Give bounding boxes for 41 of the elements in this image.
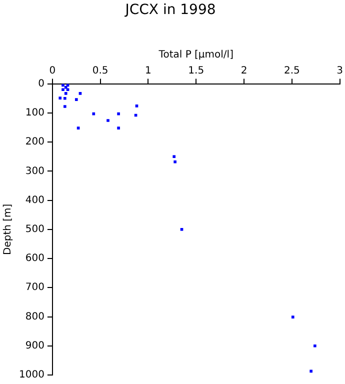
- point: [58, 96, 62, 100]
- y-tick-label: 700: [25, 282, 44, 294]
- y-tick-label: 800: [25, 311, 44, 322]
- chart-title: JCCX in 1998: [124, 2, 216, 18]
- point: [62, 84, 64, 87]
- point: [174, 160, 176, 164]
- y-axis-title: Depth [m]: [2, 204, 14, 255]
- point: [314, 344, 316, 348]
- y-tick-label: 900: [25, 340, 44, 352]
- point: [63, 105, 66, 108]
- point: [106, 119, 110, 122]
- y-tick-label: 500: [25, 224, 44, 235]
- point: [310, 370, 312, 373]
- point: [64, 92, 68, 95]
- point: [92, 112, 96, 116]
- point: [117, 126, 120, 130]
- y-tick-label: 1000: [18, 370, 44, 381]
- x-tick-label: 3: [336, 65, 344, 76]
- y-tick-label: 400: [25, 194, 44, 206]
- point: [135, 104, 138, 108]
- x-tick-label: 0: [49, 65, 56, 76]
- y-tick-label: 0: [38, 78, 44, 90]
- point: [78, 92, 82, 95]
- point: [74, 98, 78, 101]
- x-tick-label: 2: [240, 65, 248, 76]
- point: [63, 96, 66, 100]
- y-tick-label: 600: [25, 253, 44, 264]
- point: [117, 112, 120, 116]
- point: [76, 126, 80, 130]
- x-tick-label: 1: [145, 65, 152, 76]
- x-axis-title: Total P [µmol/l]: [158, 49, 234, 60]
- point: [172, 155, 176, 158]
- point: [291, 316, 294, 318]
- x-tick-label: 0.5: [92, 65, 108, 76]
- y-tick-label: 100: [25, 108, 44, 119]
- x-tick-label: 2.5: [284, 65, 300, 76]
- point: [180, 228, 184, 231]
- point: [62, 88, 64, 92]
- x-tick-label: 1.5: [188, 65, 204, 76]
- y-tick-label: 300: [25, 166, 44, 177]
- y-tick-label: 200: [25, 136, 44, 148]
